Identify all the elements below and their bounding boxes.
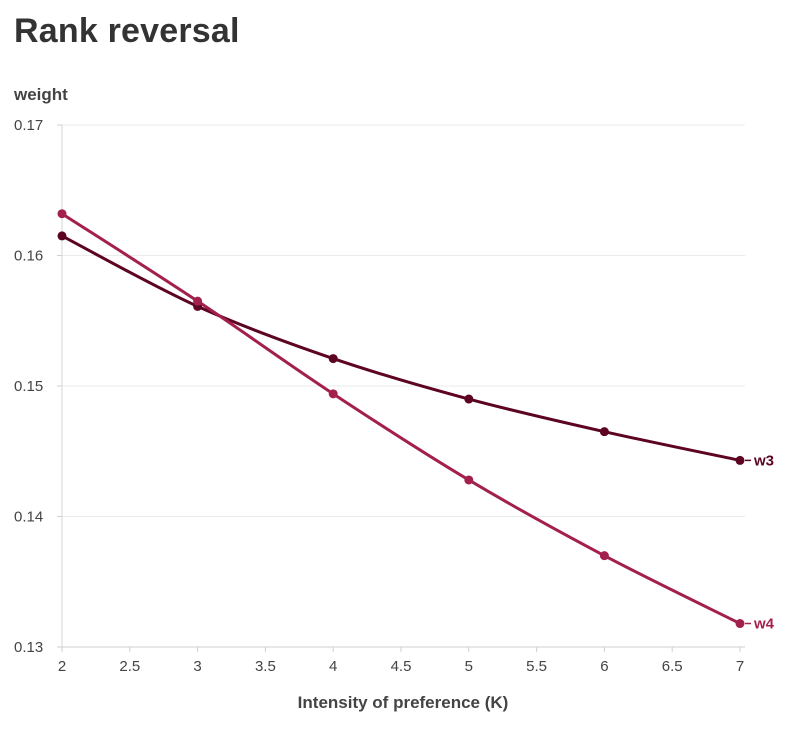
data-point-w4: [57, 209, 67, 219]
series-group: w3 w4: [57, 209, 775, 633]
y-axis-label: weight: [13, 85, 68, 104]
data-point-w4: [328, 389, 338, 399]
y-axis-ticks: 0.13 0.14 0.15 0.16 0.17: [14, 117, 62, 656]
x-tick-label: 7: [736, 658, 744, 675]
y-tick-label: 0.17: [14, 117, 43, 134]
x-axis-label: Intensity of preference (K): [298, 693, 509, 712]
x-tick-label: 5: [465, 658, 473, 675]
data-point-w3: [735, 455, 745, 465]
data-point-w4: [464, 475, 474, 485]
x-tick-label: 5.5: [526, 658, 547, 675]
data-point-w3: [328, 354, 338, 364]
data-point-w3: [57, 231, 67, 241]
x-tick-label: 6.5: [662, 658, 683, 675]
series-label-w4: w4: [753, 616, 775, 633]
data-point-w4: [193, 296, 203, 306]
y-tick-label: 0.13: [14, 639, 43, 656]
data-point-w3: [599, 427, 609, 437]
x-axis-ticks: 2 2.5 3 3.5 4 4.5 5 5.5 6 6.5 7: [58, 647, 744, 675]
y-tick-label: 0.16: [14, 248, 43, 265]
x-tick-label: 3.5: [255, 658, 276, 675]
data-point-w4: [599, 551, 609, 561]
x-tick-label: 4: [329, 658, 337, 675]
x-tick-label: 6: [600, 658, 608, 675]
series-line-w3: [60, 234, 742, 462]
gridlines: [62, 124, 745, 517]
data-point-w4: [735, 619, 745, 629]
series-label-w3: w3: [753, 452, 774, 469]
x-tick-label: 4.5: [391, 658, 412, 675]
x-tick-label: 3: [193, 658, 201, 675]
x-tick-label: 2.5: [119, 658, 140, 675]
chart-title: Rank reversal: [14, 12, 240, 50]
x-tick-label: 2: [58, 658, 66, 675]
y-tick-label: 0.15: [14, 378, 43, 395]
y-tick-label: 0.14: [14, 509, 43, 526]
series-line-w4: [60, 212, 742, 626]
data-point-w3: [464, 394, 474, 404]
